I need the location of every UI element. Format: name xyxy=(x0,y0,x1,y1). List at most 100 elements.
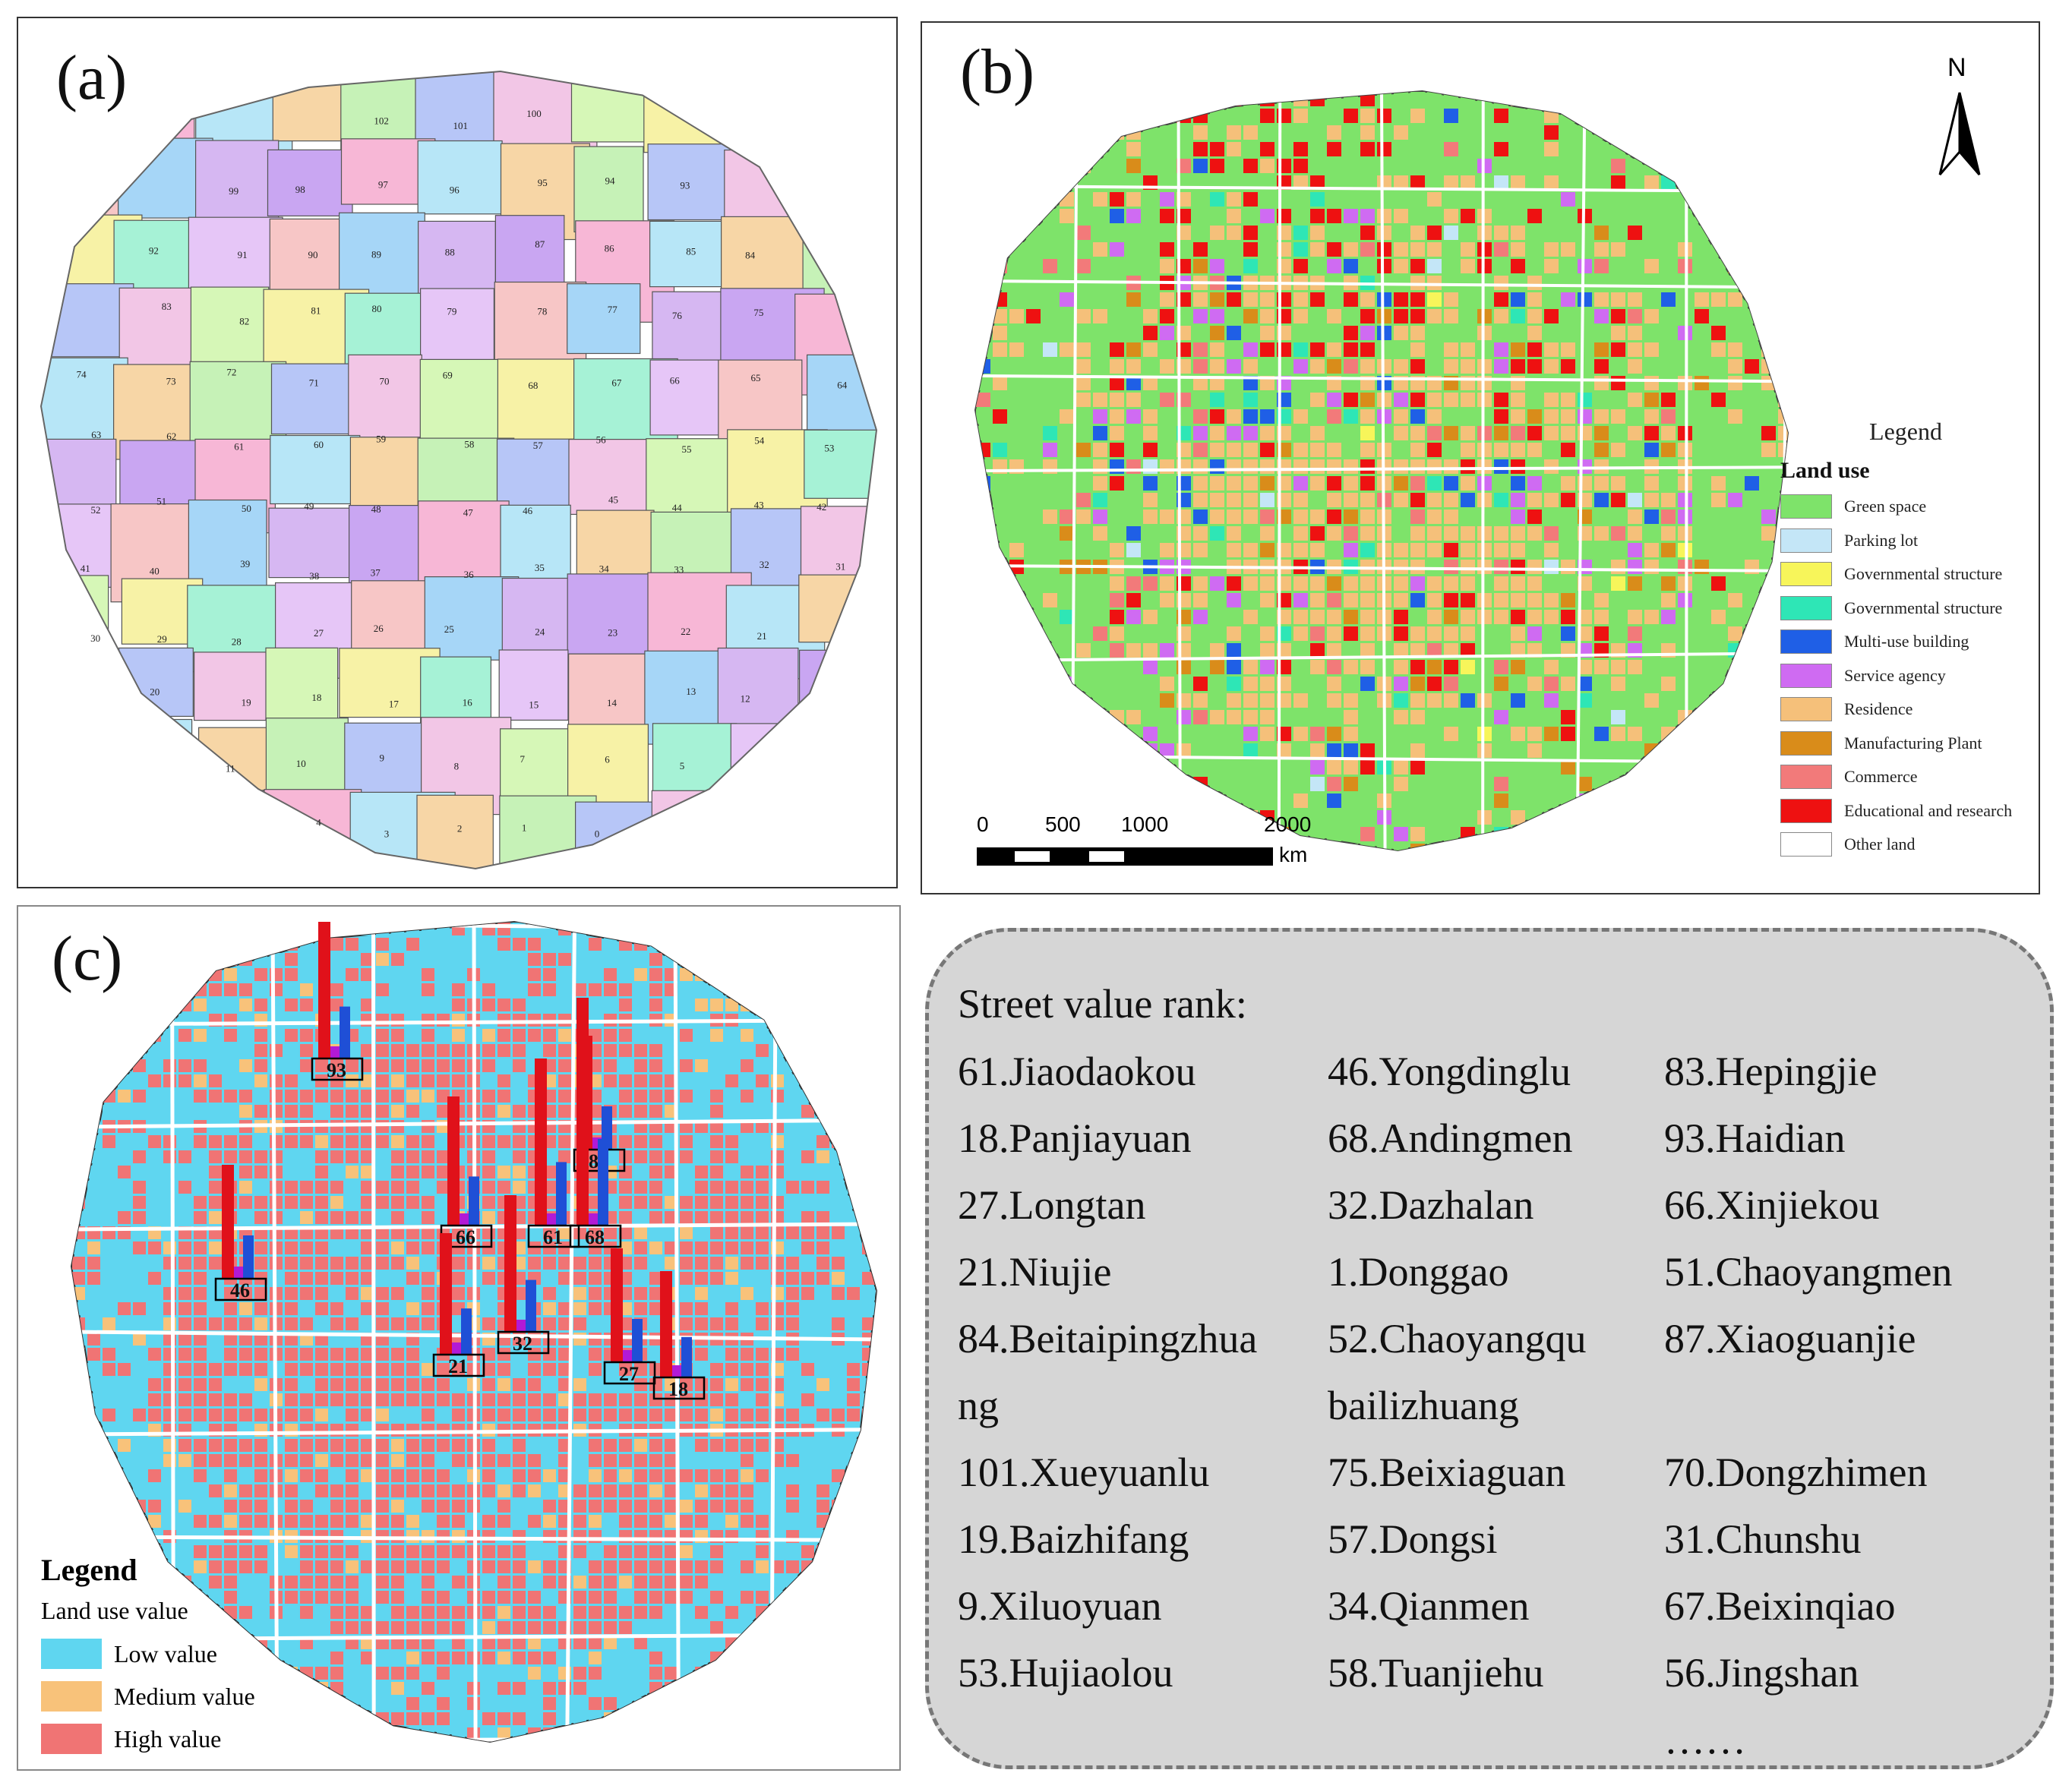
land-parcel xyxy=(1594,92,1609,106)
value-parcel xyxy=(801,1469,814,1482)
land-parcel xyxy=(1260,710,1274,724)
land-parcel xyxy=(1009,409,1024,424)
value-parcel xyxy=(118,1393,131,1406)
land-parcel xyxy=(1193,743,1208,758)
land-parcel xyxy=(1360,643,1375,658)
value-parcel xyxy=(573,1378,586,1391)
land-parcel xyxy=(976,242,990,257)
value-parcel xyxy=(239,1484,252,1497)
land-parcel xyxy=(1110,342,1124,357)
value-parcel xyxy=(72,1074,85,1087)
land-parcel xyxy=(1143,643,1158,658)
value-parcel xyxy=(619,1226,632,1239)
land-parcel xyxy=(1427,426,1442,440)
land-parcel xyxy=(1076,226,1091,240)
land-parcel xyxy=(1143,576,1158,591)
land-parcel xyxy=(1561,226,1575,240)
value-parcel xyxy=(406,923,419,935)
value-parcel xyxy=(847,1014,860,1027)
value-parcel xyxy=(148,983,161,996)
value-parcel xyxy=(558,1241,571,1254)
land-parcel xyxy=(1761,827,1776,841)
land-parcel xyxy=(1143,376,1158,390)
value-parcel xyxy=(118,1484,131,1497)
land-parcel xyxy=(1143,292,1158,307)
land-parcel xyxy=(1461,142,1475,156)
value-parcel xyxy=(437,938,450,951)
land-parcel xyxy=(1745,844,1759,850)
land-parcel xyxy=(1628,159,1642,173)
land-parcel xyxy=(1461,125,1475,140)
value-parcel xyxy=(406,1196,419,1209)
land-parcel xyxy=(1243,459,1258,474)
value-parcel xyxy=(816,1059,829,1072)
district-polygon xyxy=(573,146,644,233)
value-parcel xyxy=(178,1105,191,1118)
value-parcel xyxy=(695,1363,708,1376)
value-parcel xyxy=(741,1484,753,1497)
value-parcel xyxy=(497,1439,510,1452)
value-parcel xyxy=(862,999,875,1011)
land-parcel xyxy=(1761,259,1776,273)
value-parcel xyxy=(87,1515,100,1528)
land-parcel xyxy=(1611,660,1625,674)
land-parcel xyxy=(1043,226,1057,240)
land-parcel xyxy=(1410,242,1425,257)
land-parcel xyxy=(1644,259,1659,273)
value-parcel xyxy=(847,1120,860,1133)
value-parcel xyxy=(376,968,389,981)
land-parcel xyxy=(1210,793,1224,808)
land-parcel xyxy=(1310,409,1325,424)
value-parcel xyxy=(133,1196,146,1209)
value-parcel xyxy=(376,1378,389,1391)
value-parcel xyxy=(300,1500,313,1513)
land-parcel xyxy=(1711,292,1726,307)
value-parcel xyxy=(285,953,298,966)
land-parcel xyxy=(1293,326,1308,340)
value-parcel xyxy=(847,1090,860,1103)
value-parcel xyxy=(209,1363,222,1376)
land-parcel xyxy=(1026,777,1041,791)
value-parcel xyxy=(209,953,222,966)
value-parcel xyxy=(209,1257,222,1270)
value-parcel xyxy=(118,1363,131,1376)
land-parcel xyxy=(1611,760,1625,775)
value-parcel xyxy=(680,1241,693,1254)
value-parcel xyxy=(710,1105,723,1118)
value-parcel xyxy=(786,923,799,935)
land-parcel xyxy=(1360,209,1375,223)
value-parcel xyxy=(695,1135,708,1148)
value-parcel xyxy=(148,1166,161,1178)
land-parcel xyxy=(1160,209,1174,223)
value-parcel xyxy=(133,1241,146,1254)
value-parcel xyxy=(452,1591,465,1604)
value-parcel xyxy=(194,1484,207,1497)
value-parcel xyxy=(680,1211,693,1224)
land-parcel xyxy=(1628,510,1642,524)
value-parcel xyxy=(513,1484,526,1497)
value-parcel xyxy=(87,1044,100,1057)
land-parcel xyxy=(1410,727,1425,741)
land-parcel xyxy=(1227,526,1241,541)
value-parcel xyxy=(725,1044,738,1057)
land-parcel xyxy=(1076,142,1091,156)
value-parcel xyxy=(756,1302,769,1315)
land-parcel xyxy=(1193,209,1208,223)
value-parcel xyxy=(725,1196,738,1209)
land-parcel xyxy=(1594,242,1609,257)
value-parcel xyxy=(816,1226,829,1239)
road xyxy=(975,91,1788,93)
land-parcel xyxy=(1761,493,1776,507)
land-parcel xyxy=(1444,209,1458,223)
land-parcel xyxy=(1611,426,1625,440)
value-parcel xyxy=(832,1454,845,1467)
land-parcel xyxy=(1243,727,1258,741)
value-parcel xyxy=(604,1409,617,1421)
land-parcel xyxy=(1728,359,1742,374)
value-parcel xyxy=(376,1044,389,1057)
land-parcel xyxy=(1678,844,1692,850)
district-polygon xyxy=(46,717,135,818)
value-parcel xyxy=(239,1196,252,1209)
scale-tick-label: 500 xyxy=(1045,812,1081,836)
value-parcel xyxy=(832,1014,845,1027)
